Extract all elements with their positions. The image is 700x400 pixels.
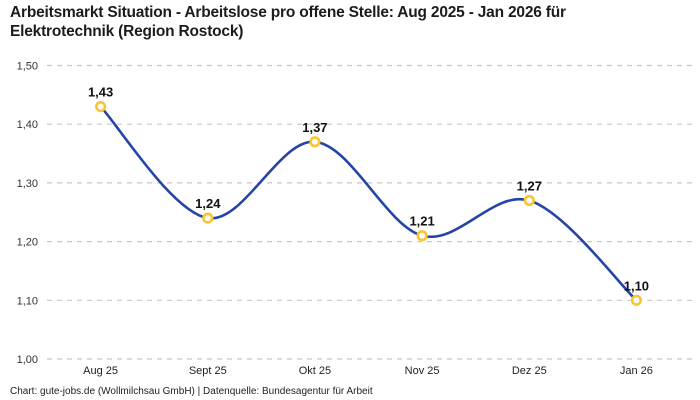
x-tick-label: Jan 26 <box>620 365 653 377</box>
chart-footer: Chart: gute-jobs.de (Wollmilchsau GmbH) … <box>10 386 373 397</box>
y-tick-label: 1,50 <box>17 61 38 73</box>
y-tick-label: 1,40 <box>17 119 38 131</box>
data-point-marker <box>416 230 428 242</box>
data-point-marker <box>309 136 321 148</box>
x-tick-label: Nov 25 <box>405 365 440 377</box>
x-tick-label: Okt 25 <box>299 365 331 377</box>
data-point-label: 1,37 <box>302 120 327 135</box>
data-point-label: 1,21 <box>409 214 434 229</box>
x-tick-label: Aug 25 <box>83 365 118 377</box>
y-tick-label: 1,10 <box>17 295 38 307</box>
data-point-label: 1,27 <box>517 179 542 194</box>
data-point-label: 1,24 <box>195 196 221 211</box>
data-point-marker <box>202 212 214 224</box>
y-tick-label: 1,30 <box>17 178 38 190</box>
data-point-label: 1,10 <box>624 278 649 293</box>
x-tick-label: Dez 25 <box>512 365 547 377</box>
chart-title: Arbeitsmarkt Situation - Arbeitslose pro… <box>10 4 566 40</box>
data-point-marker <box>523 194 535 207</box>
data-point-marker <box>630 294 643 306</box>
x-tick-label: Sept 25 <box>189 365 227 377</box>
y-tick-label: 1,20 <box>17 237 38 249</box>
series-line <box>99 105 638 302</box>
data-point-marker <box>94 100 107 113</box>
y-tick-label: 1,00 <box>17 354 38 366</box>
data-point-label: 1,43 <box>88 85 113 100</box>
